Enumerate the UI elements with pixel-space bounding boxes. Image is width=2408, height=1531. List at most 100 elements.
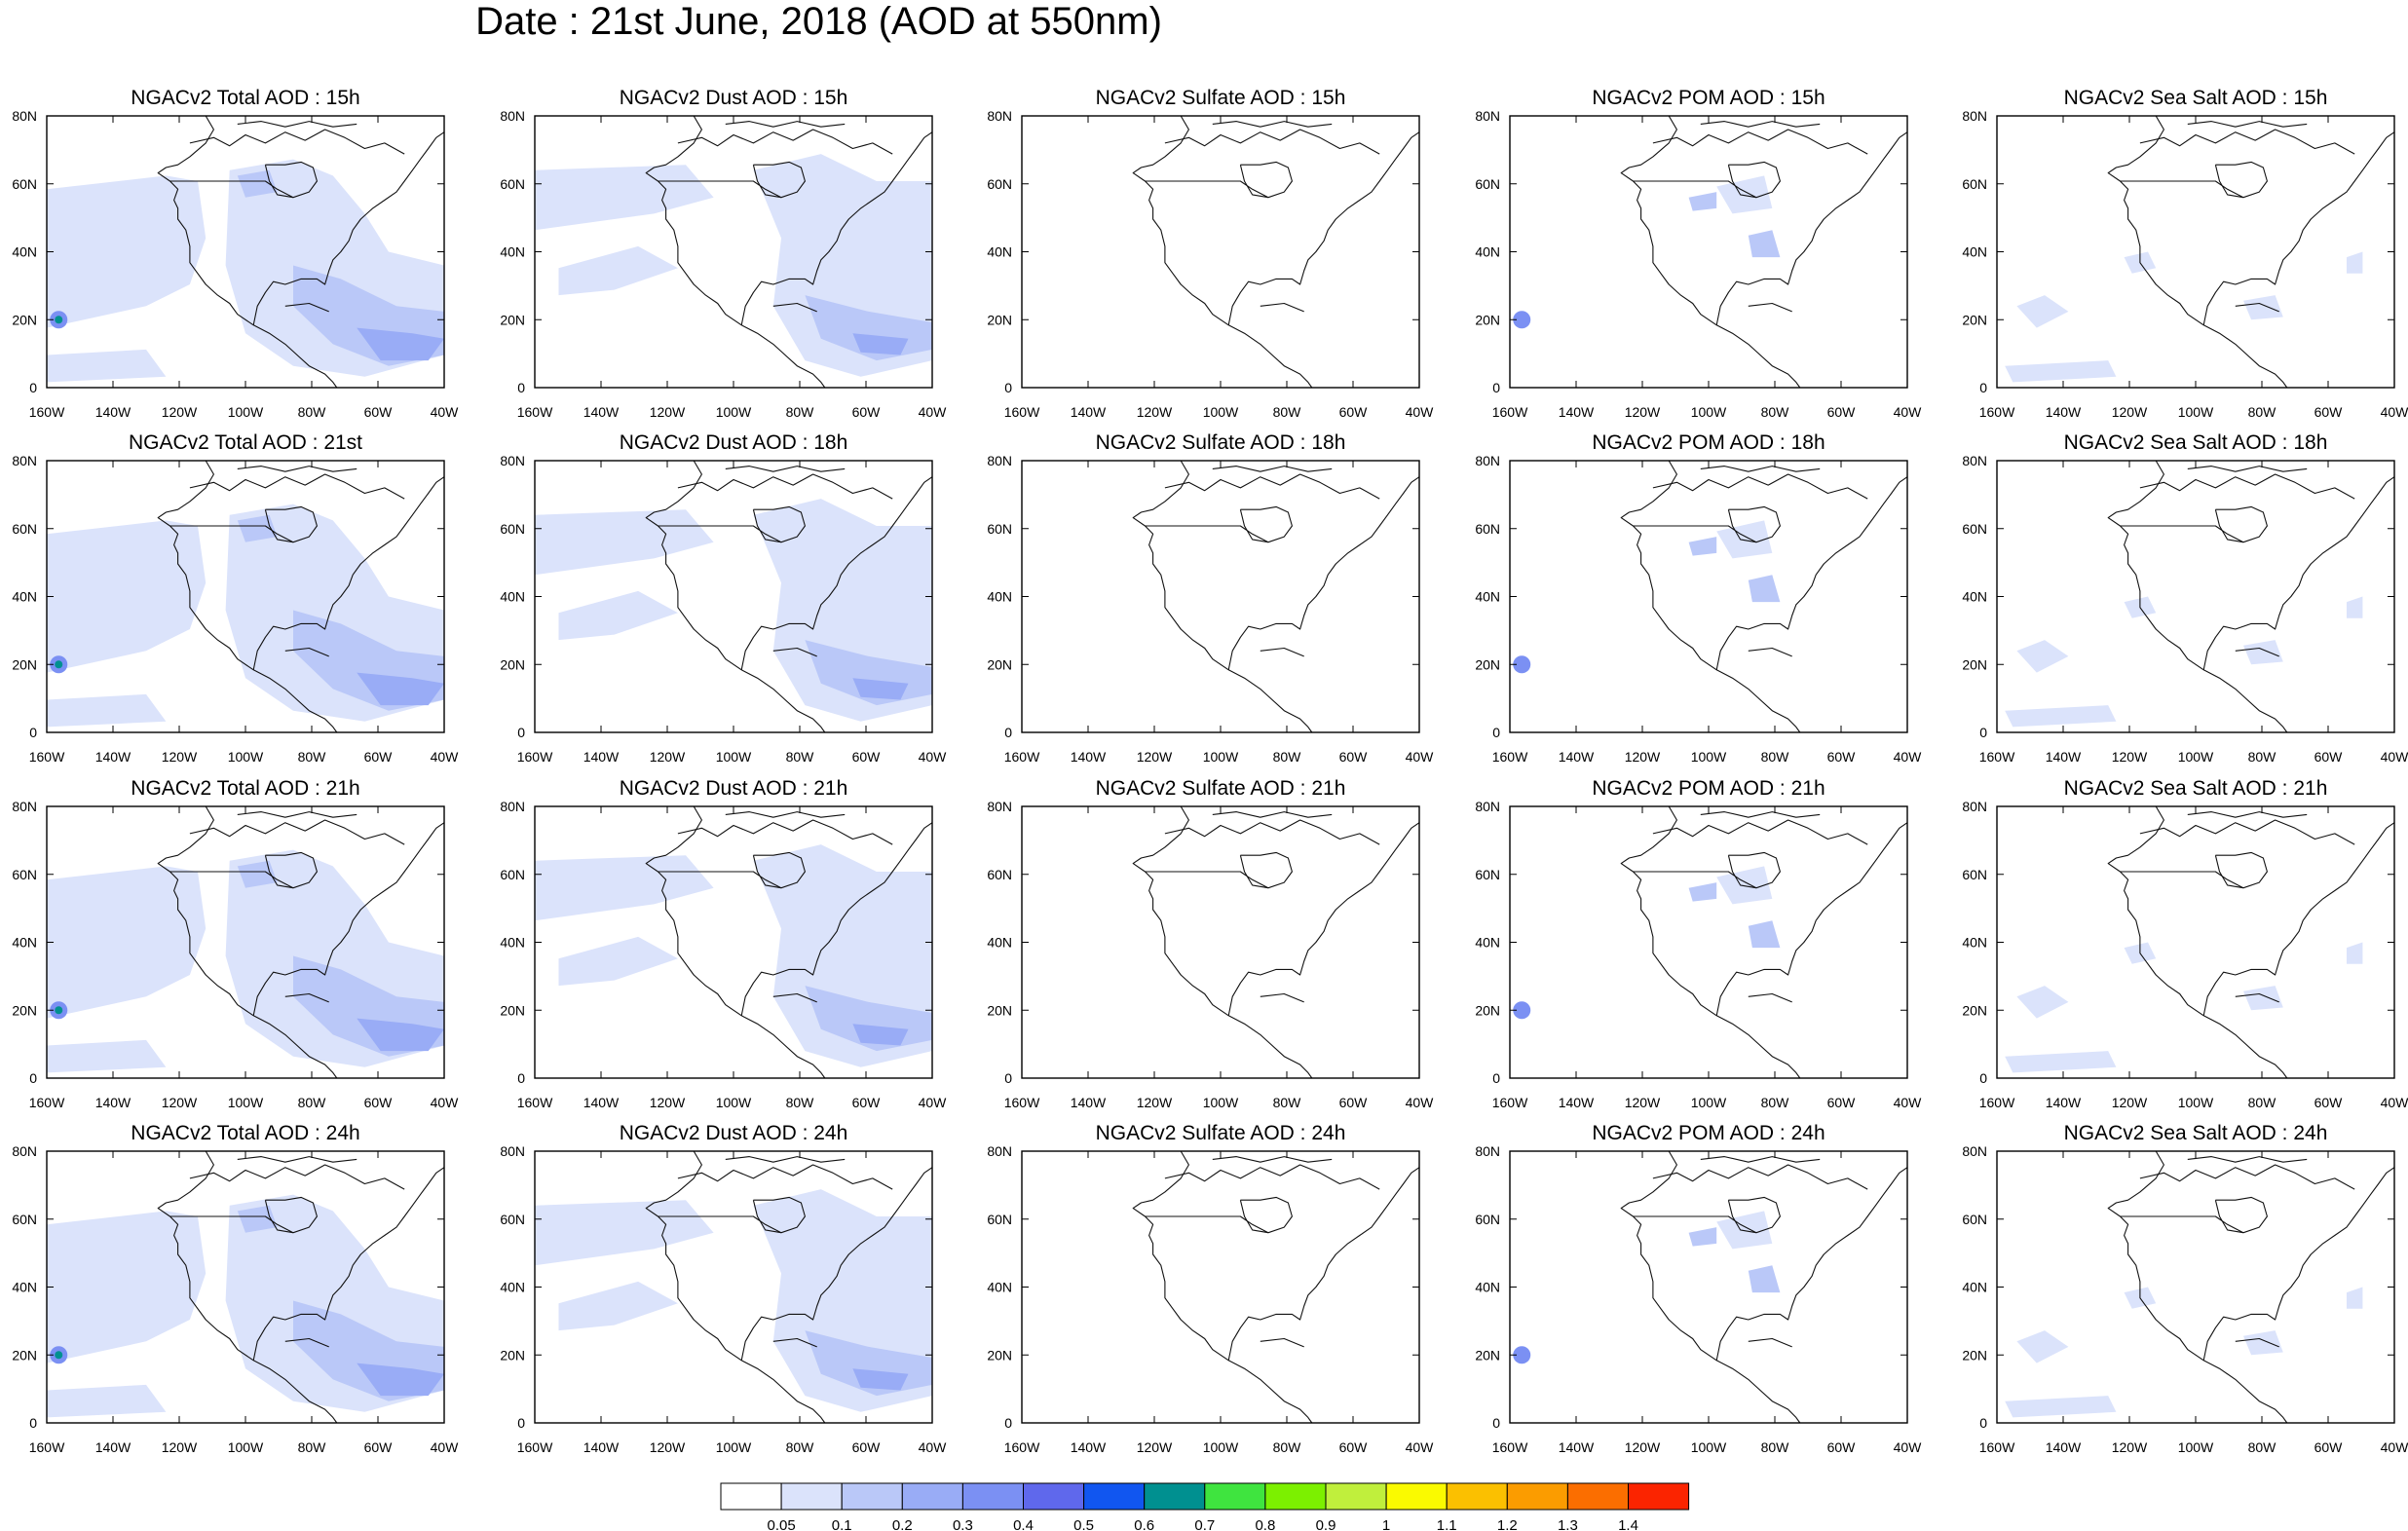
y-tick-label: 0 — [1004, 380, 1012, 395]
y-tick-label: 0 — [29, 380, 37, 395]
map-plot-area: 160W 140W 120W 100W 80W 60W 40W 80N 60N 40N 20N 0 — [1475, 1143, 1922, 1455]
y-tick-label: 40N — [12, 1280, 37, 1295]
x-tick-label: 60W — [1339, 1439, 1369, 1455]
x-tick-label: 120W — [162, 1095, 198, 1110]
colorbar-label: 0.2 — [892, 1517, 913, 1531]
y-tick-label: 80N — [12, 108, 37, 124]
aod-shading — [558, 936, 678, 987]
y-tick-label: 80N — [12, 453, 37, 468]
colorbar-swatch — [1385, 1482, 1448, 1511]
us-canada-border — [1633, 1215, 1757, 1234]
aod-shading — [558, 245, 678, 296]
hawaii-aod-spot — [1513, 1001, 1531, 1020]
hawaii-aod-core — [55, 316, 63, 324]
coastline-east — [740, 476, 933, 670]
x-tick-label: 40W — [431, 1095, 460, 1110]
map-plot-area: 160W 140W 120W 100W 80W 60W 40W 80N 60N 40N 20N 0 — [987, 453, 1434, 765]
y-tick-label: 40N — [987, 589, 1012, 605]
coastline-west — [157, 1150, 338, 1424]
us-canada-border — [169, 1215, 294, 1234]
y-tick-label: 0 — [1979, 1415, 1987, 1431]
x-tick-label: 120W — [650, 1439, 686, 1455]
y-tick-label: 80N — [500, 799, 525, 814]
x-tick-label: 100W — [716, 1439, 752, 1455]
hudson-bay — [1239, 505, 1293, 543]
colorbar-label: 0.4 — [1013, 1517, 1034, 1531]
coastline-west — [645, 805, 826, 1079]
x-tick-label: 100W — [1691, 404, 1727, 420]
x-tick-label: 160W — [1979, 749, 2015, 765]
y-tick-label: 80N — [500, 108, 525, 124]
coastline-east — [1227, 1167, 1420, 1361]
hudson-bay — [264, 851, 318, 889]
caribbean-islands — [772, 302, 817, 313]
y-tick-label: 0 — [1979, 725, 1987, 740]
colorbar-label: 0.1 — [832, 1517, 852, 1531]
map-background — [1997, 806, 2394, 1078]
aod-shading — [47, 866, 207, 1019]
us-canada-border — [658, 180, 782, 199]
y-tick-label: 0 — [517, 1070, 525, 1086]
coastline-west — [157, 460, 338, 733]
panel-title: NGACv2 Sea Salt AOD : 21h — [2064, 777, 2328, 800]
x-tick-label: 120W — [650, 404, 686, 420]
x-tick-label: 60W — [2314, 1439, 2344, 1455]
arctic-islands — [1164, 1164, 1380, 1190]
y-tick-label: 0 — [1004, 725, 1012, 740]
x-tick-label: 140W — [1071, 1095, 1107, 1110]
x-tick-label: 160W — [517, 749, 553, 765]
y-tick-label: 80N — [1962, 108, 1987, 124]
map-plot-area: 160W 140W 120W 100W 80W 60W 40W 80N 60N 40N 20N 0 — [987, 108, 1434, 420]
x-tick-label: 140W — [2046, 749, 2082, 765]
caribbean-islands — [772, 992, 817, 1003]
coastline-west — [1620, 1150, 1801, 1424]
map-panel-seasalt-3: NGACv2 Sea Salt AOD : 21h 160W 140W 120W 100… — [1962, 777, 2408, 1110]
coastline-east — [1715, 822, 1908, 1016]
arctic-islands — [677, 129, 893, 155]
aod-shading — [1688, 1227, 1717, 1247]
y-tick-label: 20N — [987, 312, 1012, 327]
y-tick-label: 20N — [1962, 656, 1987, 672]
caribbean-islands — [772, 1337, 817, 1348]
coastline-west — [645, 460, 826, 733]
map-background — [1022, 806, 1419, 1078]
x-tick-label: 160W — [1492, 1439, 1528, 1455]
coastline-west — [2107, 460, 2288, 733]
x-tick-label: 80W — [298, 1439, 327, 1455]
caribbean-islands — [1260, 1337, 1304, 1348]
x-tick-label: 140W — [2046, 1095, 2082, 1110]
arctic-islands-north — [2187, 811, 2308, 818]
y-tick-label: 0 — [29, 725, 37, 740]
x-tick-label: 140W — [1559, 404, 1595, 420]
x-tick-label: 140W — [1071, 749, 1107, 765]
x-tick-label: 60W — [852, 404, 882, 420]
arctic-islands-north — [237, 1156, 357, 1163]
map-panel-total-2: NGACv2 Total AOD : 21st 160W 140W 120W 100W 8… — [12, 431, 459, 765]
y-tick-label: 0 — [1492, 1070, 1500, 1086]
us-canada-border — [169, 525, 294, 543]
coastline-east — [1227, 131, 1420, 325]
aod-shading — [2016, 986, 2069, 1019]
map-plot-area: 160W 140W 120W 100W 80W 60W 40W 80N 60N 40N 20N 0 — [1962, 453, 2408, 765]
hudson-bay — [752, 1196, 806, 1234]
map-panel-pom-3: NGACv2 POM AOD : 21h 160W 140W 120W 100W 80W 6… — [1475, 777, 1922, 1110]
us-canada-border — [2120, 871, 2244, 889]
x-tick-label: 60W — [852, 1095, 882, 1110]
y-tick-label: 80N — [1962, 799, 1987, 814]
colorbar-label: 1.3 — [1558, 1517, 1578, 1531]
x-tick-label: 140W — [95, 749, 132, 765]
arctic-islands-north — [1700, 1156, 1821, 1163]
map-plot-area: 160W 140W 120W 100W 80W 60W 40W 80N 60N 40N 20N 0 — [12, 799, 459, 1110]
arctic-islands-north — [1700, 811, 1821, 818]
map-panel-dust-4: NGACv2 Dust AOD : 24h 160W 140W 120W 100W 80W… — [500, 1122, 947, 1455]
us-canada-border — [2120, 1215, 2244, 1234]
map-panel-total-3: NGACv2 Total AOD : 21h 160W 140W 120W 100W 80… — [12, 777, 459, 1110]
x-tick-label: 60W — [852, 1439, 882, 1455]
panel-title: NGACv2 Dust AOD : 15h — [620, 87, 848, 109]
us-canada-border — [1633, 871, 1757, 889]
y-tick-label: 60N — [1475, 176, 1500, 192]
caribbean-islands — [2235, 1337, 2279, 1348]
x-tick-label: 80W — [1273, 749, 1302, 765]
x-tick-label: 120W — [1625, 1439, 1661, 1455]
x-tick-label: 40W — [919, 404, 948, 420]
